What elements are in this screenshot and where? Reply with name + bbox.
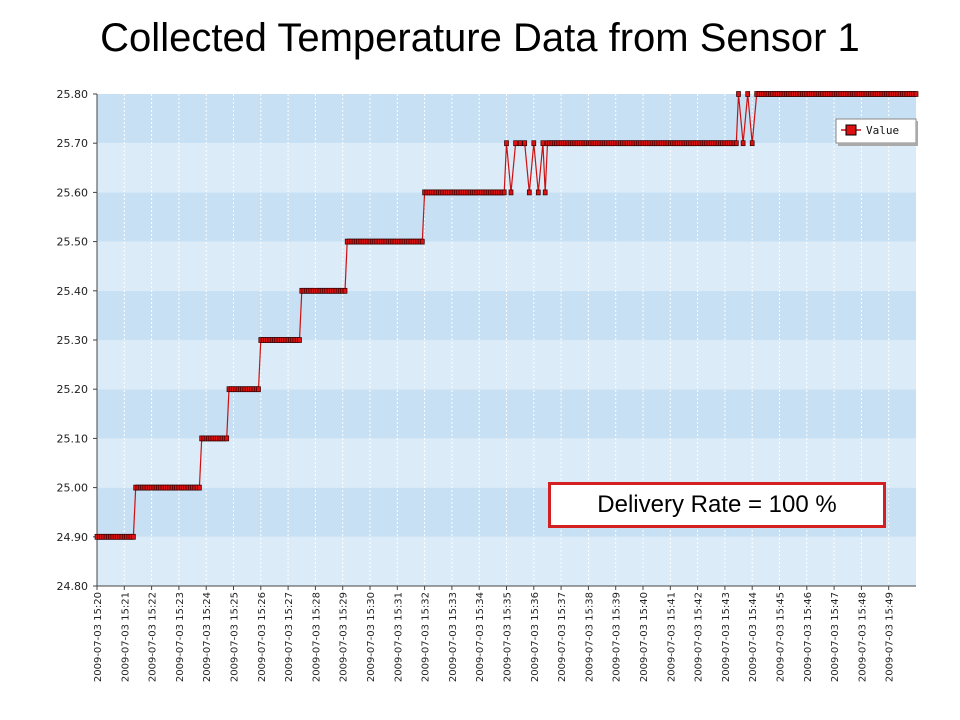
x-tick-label: 2009-07-03 15:27 bbox=[284, 592, 295, 682]
chart-title: Collected Temperature Data from Sensor 1 bbox=[100, 16, 860, 60]
y-tick-label: 24.80 bbox=[57, 580, 89, 593]
x-tick-label: 2009-07-03 15:36 bbox=[530, 592, 541, 682]
x-tick-label: 2009-07-03 15:35 bbox=[503, 592, 514, 682]
y-tick-label: 25.20 bbox=[57, 383, 89, 396]
data-point bbox=[733, 140, 739, 147]
x-tick-label: 2009-07-03 15:37 bbox=[557, 592, 568, 682]
x-tick-label: 2009-07-03 15:30 bbox=[366, 592, 377, 682]
plot-band bbox=[97, 340, 916, 390]
data-point bbox=[745, 91, 751, 97]
y-tick-labels: 24.80 24.90 25.00 25.10 25.20 25.30 25.40 25.50… bbox=[57, 88, 97, 593]
legend-shadow-side bbox=[916, 121, 918, 145]
data-point bbox=[224, 435, 230, 442]
x-tick-label: 2009-07-03 15:41 bbox=[666, 592, 677, 682]
delivery-rate-annotation: Delivery Rate = 100 % bbox=[548, 482, 886, 528]
data-point bbox=[736, 91, 741, 97]
data-point bbox=[513, 140, 518, 147]
data-point bbox=[531, 140, 537, 147]
y-tick-label: 25.30 bbox=[57, 334, 89, 347]
x-tick-label: 2009-07-03 15:25 bbox=[230, 592, 241, 682]
x-tick-label: 2009-07-03 15:47 bbox=[830, 592, 841, 682]
x-tick-label: 2009-07-03 15:45 bbox=[776, 592, 787, 682]
x-tick-label: 2009-07-03 15:34 bbox=[475, 592, 486, 682]
data-point bbox=[501, 189, 507, 196]
data-point bbox=[522, 140, 528, 147]
series-value bbox=[94, 91, 919, 540]
data-point bbox=[419, 238, 425, 245]
data-point bbox=[256, 386, 261, 393]
x-tick-labels: 2009-07-03 15:20 2009-07-03 15:21 2009-07-… bbox=[93, 586, 896, 682]
data-point bbox=[197, 484, 202, 491]
data-point bbox=[913, 91, 919, 97]
x-tick-label: 2009-07-03 15:26 bbox=[257, 592, 268, 682]
data-point bbox=[131, 533, 136, 540]
plot-band bbox=[97, 536, 916, 586]
x-tick-label: 2009-07-03 15:33 bbox=[448, 592, 459, 682]
y-tick-label: 25.40 bbox=[57, 285, 89, 298]
data-point bbox=[508, 189, 514, 196]
y-tick-label: 25.70 bbox=[57, 137, 89, 150]
x-tick-label: 2009-07-03 15:23 bbox=[175, 592, 186, 682]
y-tick-label: 25.50 bbox=[57, 236, 89, 249]
x-tick-label: 2009-07-03 15:49 bbox=[885, 592, 896, 682]
y-tick-label: 24.90 bbox=[57, 531, 89, 544]
data-point bbox=[504, 140, 509, 147]
data-point bbox=[740, 140, 746, 147]
x-tick-label: 2009-07-03 15:22 bbox=[148, 592, 159, 682]
x-tick-label: 2009-07-03 15:29 bbox=[339, 592, 350, 682]
x-tick-label: 2009-07-03 15:43 bbox=[721, 592, 732, 682]
x-tick-label: 2009-07-03 15:28 bbox=[311, 592, 322, 682]
plot-band bbox=[97, 192, 916, 242]
y-tick-label: 25.00 bbox=[57, 482, 89, 495]
x-tick-label: 2009-07-03 15:38 bbox=[584, 592, 595, 682]
data-point bbox=[542, 189, 548, 196]
x-tick-label: 2009-07-03 15:24 bbox=[202, 592, 213, 682]
legend-label: Value bbox=[866, 124, 899, 137]
data-point bbox=[297, 337, 302, 343]
data-point bbox=[540, 140, 546, 147]
data-point bbox=[526, 189, 532, 196]
x-tick-label: 2009-07-03 15:46 bbox=[803, 592, 814, 682]
data-point bbox=[535, 189, 541, 196]
x-tick-label: 2009-07-03 15:31 bbox=[393, 592, 404, 682]
x-tick-label: 2009-07-03 15:48 bbox=[857, 592, 868, 682]
x-tick-label: 2009-07-03 15:44 bbox=[748, 592, 759, 682]
legend[interactable]: Value bbox=[835, 118, 918, 146]
y-tick-label: 25.10 bbox=[57, 432, 89, 445]
legend-swatch-marker bbox=[845, 124, 857, 136]
x-tick-label: 2009-07-03 15:40 bbox=[639, 592, 650, 682]
y-tick-label: 25.80 bbox=[57, 88, 89, 101]
x-tick-label: 2009-07-03 15:39 bbox=[612, 592, 623, 682]
data-point bbox=[517, 140, 523, 147]
data-point bbox=[342, 287, 348, 294]
x-tick-label: 2009-07-03 15:32 bbox=[421, 592, 432, 682]
x-tick-label: 2009-07-03 15:42 bbox=[694, 592, 705, 682]
data-point bbox=[749, 140, 755, 147]
x-tick-label: 2009-07-03 15:21 bbox=[120, 592, 131, 682]
y-tick-label: 25.60 bbox=[57, 186, 89, 199]
legend-shadow bbox=[838, 143, 918, 146]
x-tick-label: 2009-07-03 15:20 bbox=[93, 592, 104, 682]
